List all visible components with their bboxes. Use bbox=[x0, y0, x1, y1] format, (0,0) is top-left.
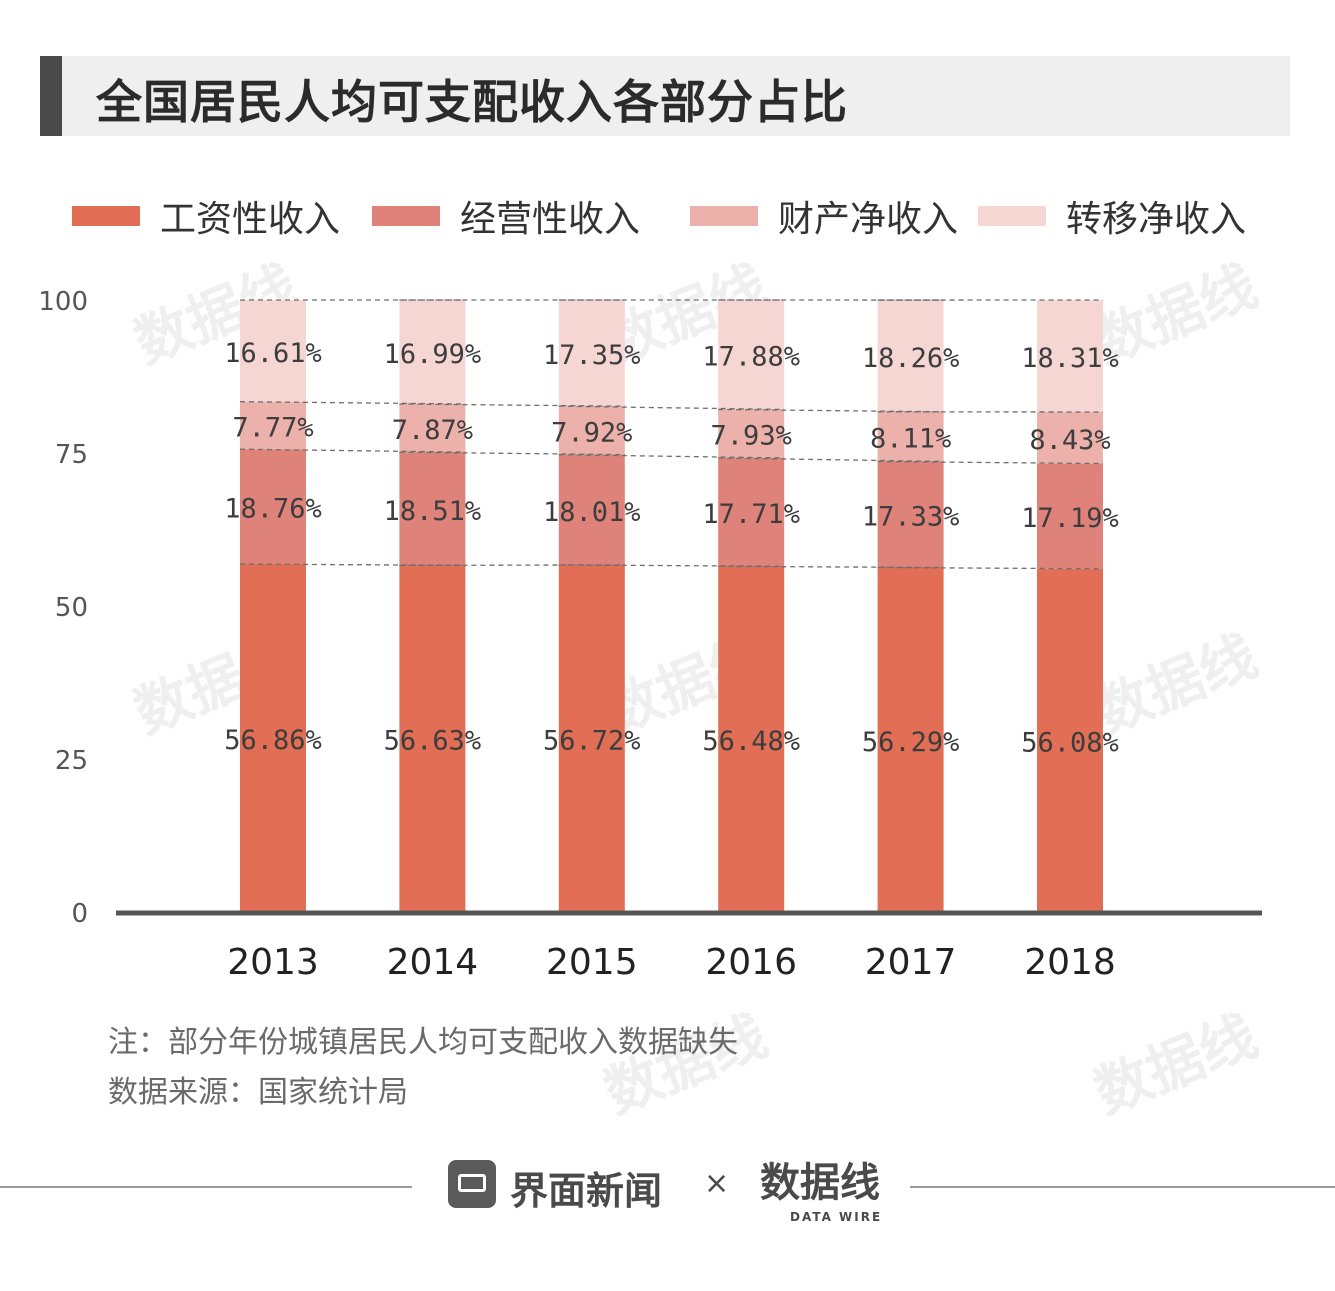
bar-segment-2015-0 bbox=[558, 564, 625, 912]
data-label: 7.77% bbox=[232, 412, 313, 443]
bar-segment-2016-2 bbox=[718, 409, 785, 458]
x-tick-label: 2015 bbox=[546, 942, 638, 983]
bar-segment-2013-3 bbox=[240, 300, 306, 402]
data-label: 17.71% bbox=[702, 499, 800, 530]
data-label: 18.26% bbox=[862, 343, 960, 374]
data-label: 8.43% bbox=[1029, 425, 1110, 456]
jiemian-logo-icon bbox=[448, 1160, 496, 1208]
y-tick-label: 25 bbox=[55, 746, 88, 776]
bar-segment-2014-2 bbox=[399, 403, 466, 453]
trend-line bbox=[718, 408, 944, 413]
data-label: 56.72% bbox=[543, 725, 641, 756]
data-label: 17.88% bbox=[702, 342, 800, 373]
data-label: 16.61% bbox=[224, 338, 322, 369]
data-label: 7.87% bbox=[392, 415, 473, 446]
note-missing-data: 注：部分年份城镇居民人均可支配收入数据缺失 bbox=[108, 1025, 738, 1060]
bar-segment-2016-0 bbox=[718, 566, 785, 912]
footer-divider-right bbox=[910, 1186, 1335, 1188]
bar-segment-2016-1 bbox=[718, 457, 785, 567]
trend-line bbox=[558, 454, 785, 459]
footer-divider-left bbox=[0, 1186, 412, 1188]
bar-segment-2017-1 bbox=[877, 461, 944, 568]
data-label: 17.33% bbox=[862, 501, 960, 532]
trend-line bbox=[239, 448, 466, 453]
data-label: 56.08% bbox=[1021, 727, 1119, 758]
bar-segment-2017-3 bbox=[877, 300, 944, 412]
y-tick-label: 100 bbox=[38, 287, 88, 317]
data-label: 17.35% bbox=[543, 340, 641, 371]
trend-line bbox=[558, 564, 785, 567]
trend-line bbox=[239, 563, 466, 567]
data-label: 16.99% bbox=[384, 339, 482, 370]
trend-line bbox=[399, 564, 625, 567]
bar-segment-2015-1 bbox=[558, 454, 625, 565]
bar-segment-2013-2 bbox=[240, 401, 306, 450]
bar-segment-2014-3 bbox=[399, 300, 466, 404]
data-label: 56.63% bbox=[384, 726, 482, 757]
bar-segment-2016-3 bbox=[718, 300, 785, 410]
data-label: 17.19% bbox=[1021, 503, 1119, 534]
trend-line bbox=[877, 566, 1104, 570]
legend-swatch bbox=[72, 206, 140, 226]
footer-separator: × bbox=[704, 1166, 730, 1201]
bar-segment-2017-0 bbox=[877, 567, 944, 912]
legend-label: 财产净收入 bbox=[778, 199, 959, 240]
y-tick-label: 0 bbox=[71, 899, 88, 929]
footer-partner-sub: DATA WIRE bbox=[790, 1210, 883, 1224]
footer-partner-logo: 数据线 bbox=[760, 1160, 880, 1206]
x-tick-label: 2014 bbox=[387, 942, 479, 983]
bar-segment-2015-2 bbox=[558, 406, 625, 455]
legend-swatch bbox=[372, 206, 440, 226]
trend-line bbox=[877, 460, 1104, 465]
legend-label: 经营性收入 bbox=[460, 199, 641, 240]
trend-line bbox=[239, 401, 466, 405]
x-tick-label: 2016 bbox=[705, 942, 797, 983]
legend-swatch bbox=[978, 206, 1046, 226]
data-label: 18.76% bbox=[224, 494, 322, 525]
data-label: 18.51% bbox=[384, 496, 482, 527]
bar-segment-2018-1 bbox=[1037, 463, 1103, 569]
chart-title: 全国居民人均可支配收入各部分占比 bbox=[96, 75, 848, 129]
data-label: 7.92% bbox=[551, 417, 632, 448]
title-bar: 全国居民人均可支配收入各部分占比 bbox=[40, 56, 1290, 136]
footer-brand: 界面新闻 bbox=[510, 1169, 663, 1213]
bar-segment-2014-0 bbox=[399, 565, 466, 912]
title-accent-bar bbox=[40, 56, 62, 136]
data-label: 56.86% bbox=[224, 725, 322, 756]
trend-line bbox=[399, 451, 625, 456]
x-tick-label: 2018 bbox=[1024, 942, 1116, 983]
watermark-logo: 数据线 bbox=[1085, 1003, 1266, 1127]
bar-segment-2018-2 bbox=[1037, 411, 1103, 464]
legend-label: 工资性收入 bbox=[160, 199, 341, 240]
data-label: 18.31% bbox=[1021, 343, 1119, 374]
data-label: 8.11% bbox=[870, 424, 951, 455]
bar-segment-2014-1 bbox=[399, 452, 466, 566]
y-tick-label: 50 bbox=[55, 593, 88, 623]
bar-segment-2013-0 bbox=[240, 564, 306, 912]
legend-swatch bbox=[690, 206, 758, 226]
trend-line bbox=[718, 457, 944, 463]
data-label: 56.29% bbox=[862, 727, 960, 758]
bar-segment-2018-3 bbox=[1037, 300, 1103, 412]
chart-notes: 注：部分年份城镇居民人均可支配收入数据缺失 数据来源：国家统计局 bbox=[108, 1018, 738, 1118]
bar-segment-2013-1 bbox=[240, 449, 306, 565]
bar-segment-2017-2 bbox=[877, 411, 944, 462]
data-label: 7.93% bbox=[711, 421, 792, 452]
trend-line bbox=[718, 565, 944, 569]
data-label: 18.01% bbox=[543, 497, 641, 528]
x-tick-label: 2013 bbox=[227, 942, 319, 983]
y-tick-label: 75 bbox=[55, 440, 88, 470]
stacked-bar-chart: 0 25 50 75 100 56.86% 18.76% 7.77% 16.61% 56.63% 1… bbox=[38, 287, 1262, 983]
legend-label: 转移净收入 bbox=[1066, 199, 1247, 240]
data-label: 56.48% bbox=[702, 726, 800, 757]
trend-line bbox=[558, 405, 785, 411]
bar-segment-2018-0 bbox=[1037, 568, 1103, 912]
trend-line bbox=[399, 403, 625, 407]
note-source: 数据来源：国家统计局 bbox=[108, 1075, 408, 1110]
bar-segment-2015-3 bbox=[558, 300, 625, 407]
x-tick-label: 2017 bbox=[865, 942, 957, 983]
